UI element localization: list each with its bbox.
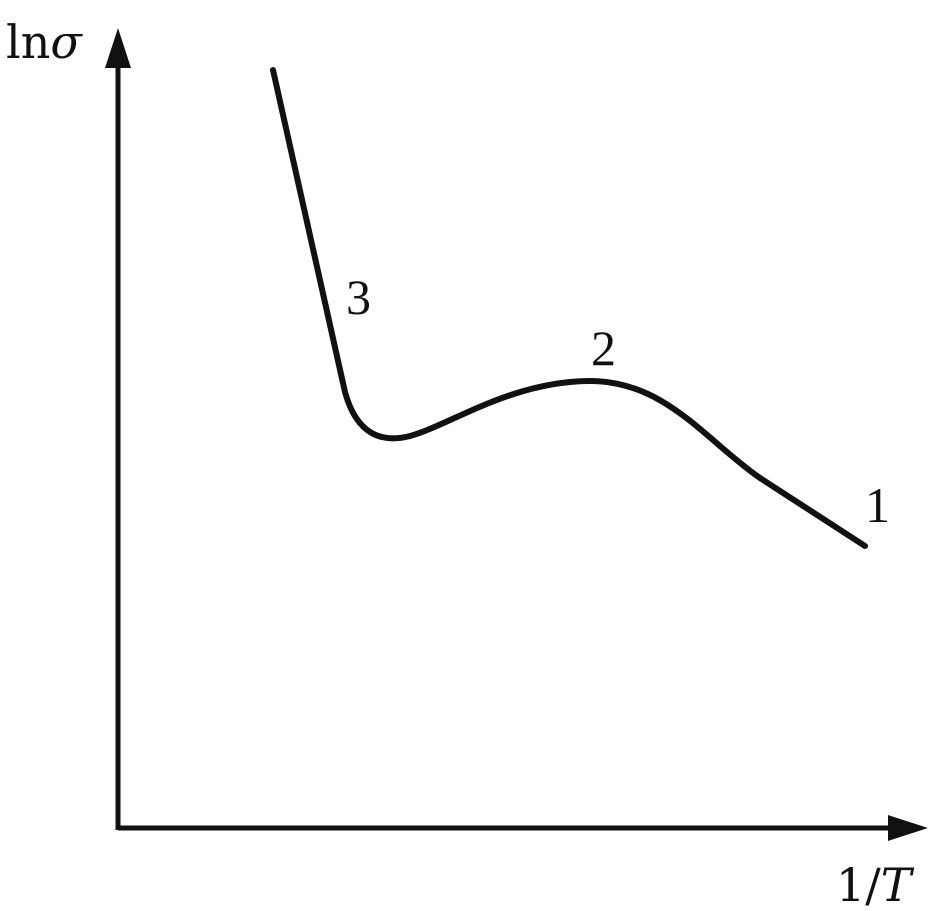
y-axis-label-prefix: ln bbox=[6, 15, 50, 69]
conductivity-curve bbox=[270, 67, 868, 549]
y-axis-label: lnσ bbox=[6, 15, 83, 69]
x-axis-label: 1/T bbox=[836, 858, 915, 911]
y-axis-arrow bbox=[105, 28, 131, 68]
segment-label-3: 3 bbox=[346, 269, 371, 325]
x-axis-label-symbol: T bbox=[881, 858, 915, 911]
y-axis-label-symbol: σ bbox=[50, 15, 83, 69]
x-axis-label-prefix: 1/ bbox=[836, 858, 881, 911]
segment-label-1: 1 bbox=[865, 477, 890, 533]
segment-label-2: 2 bbox=[591, 320, 616, 376]
x-axis-arrow bbox=[888, 815, 928, 841]
